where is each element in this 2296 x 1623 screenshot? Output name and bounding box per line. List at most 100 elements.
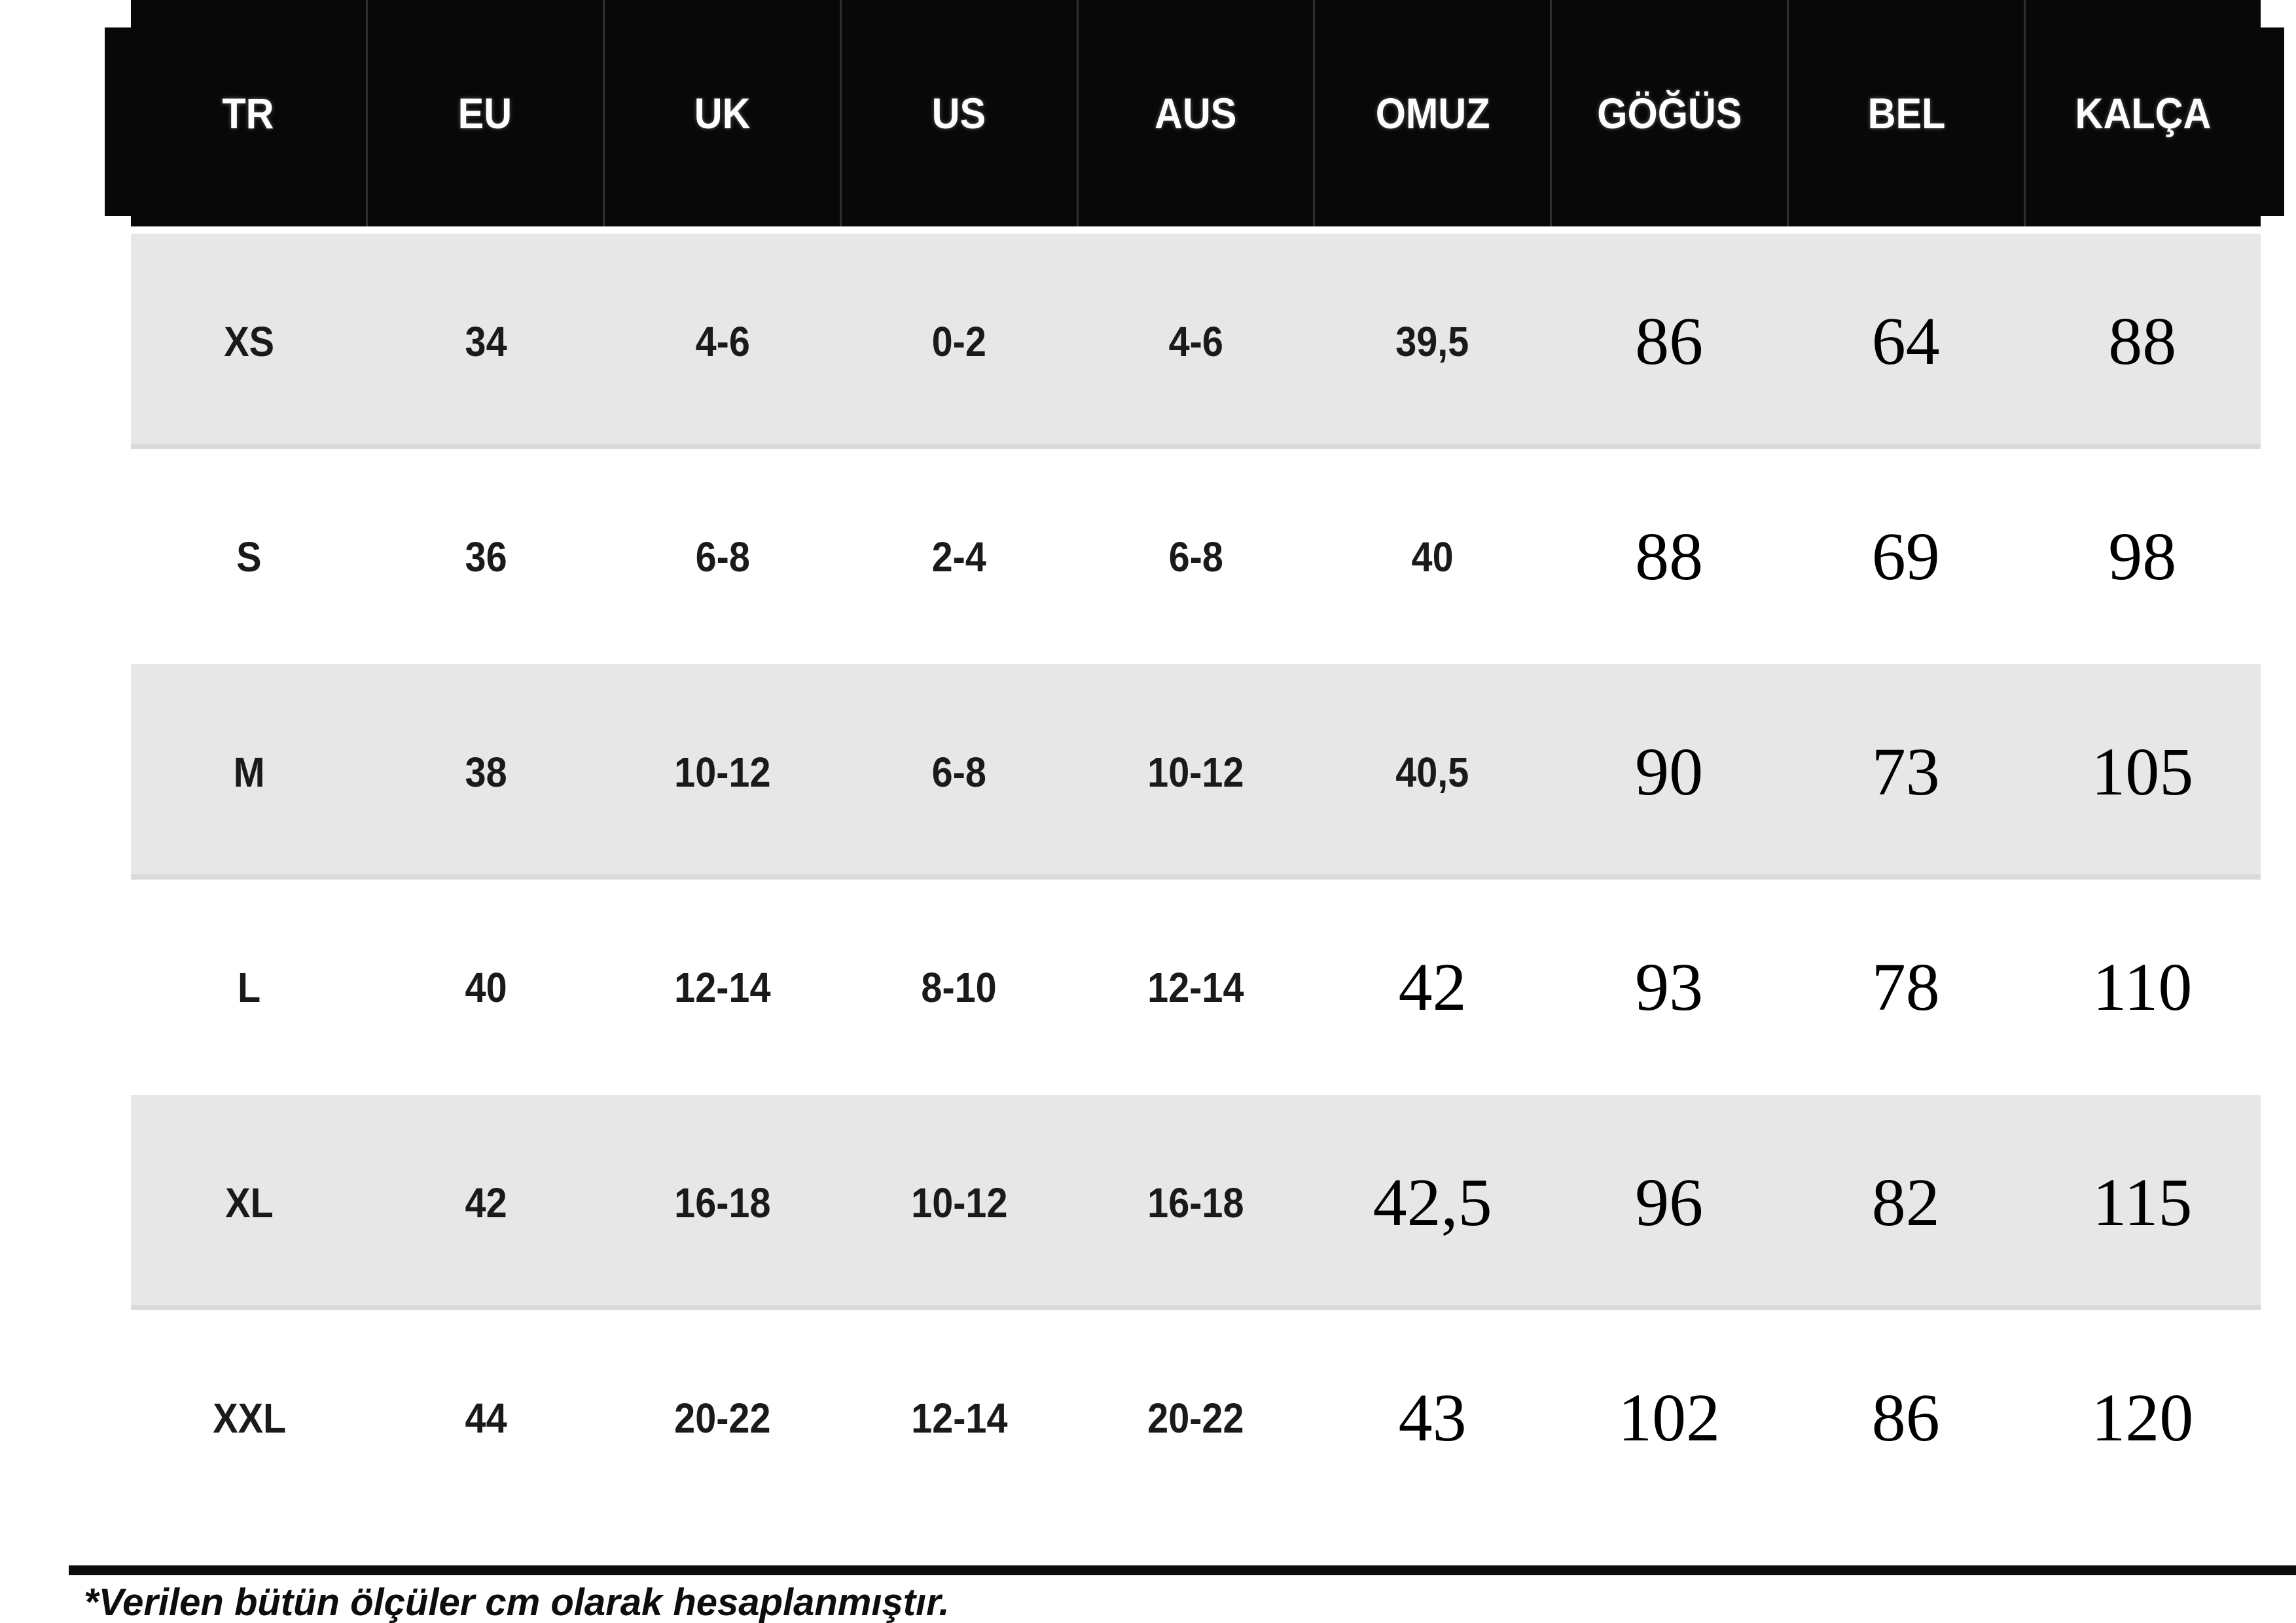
table-row-xs: XS 34 4-6 0-2 4-6 39,5 86 64 88 [131,234,2261,449]
cell-value: 0-2 [931,317,987,365]
table-cell-eu: 34 [368,234,605,449]
table-cell-gogus: 96 [1551,1095,1787,1310]
table-cell-gogus: 90 [1551,664,1787,880]
cell-value: 12-14 [1147,963,1244,1011]
header-cell-tr: TR [131,0,366,226]
table-cell-omuz: 39,5 [1314,234,1551,449]
cell-value: 38 [465,748,507,796]
table-cell-aus: 12-14 [1077,880,1314,1095]
table-cell-tr: S [131,449,368,664]
table-cell-kalca: 115 [2024,1095,2261,1310]
table-cell-bel: 82 [1787,1095,2024,1310]
table-cell-uk: 10-12 [604,664,841,880]
cell-value: 20-22 [1147,1394,1244,1442]
table-cell-uk: 4-6 [604,234,841,449]
cell-value: 4-6 [695,317,750,365]
header-cell-us: US [839,0,1077,226]
cell-value: 16-18 [1147,1179,1244,1226]
cell-value: 73 [1871,734,1940,810]
table-cell-bel: 64 [1787,234,2024,449]
cell-value: 42,5 [1372,1165,1492,1240]
table-cell-eu: 36 [368,449,605,664]
table-cell-us: 2-4 [841,449,1078,664]
table-cell-gogus: 93 [1551,880,1787,1095]
table-cell-kalca: 110 [2024,880,2261,1095]
header-label: TR [222,89,275,137]
table-header-row: TR EU UK US AUS OMUZ GÖĞÜS BEL KALÇA [131,0,2261,226]
table-cell-bel: 86 [1787,1310,2024,1525]
cell-value: L [238,963,261,1011]
table-cell-eu: 38 [368,664,605,880]
cell-value: 6-8 [695,533,750,580]
table-cell-aus: 16-18 [1077,1095,1314,1310]
cell-value: 110 [2092,950,2193,1025]
cell-value: 16-18 [674,1179,771,1226]
table-cell-aus: 10-12 [1077,664,1314,880]
table-cell-kalca: 88 [2024,234,2261,449]
table-cell-us: 6-8 [841,664,1078,880]
table-cell-aus: 20-22 [1077,1310,1314,1525]
table-row-l: L 40 12-14 8-10 12-14 42 93 78 110 [131,880,2261,1095]
cell-value: 96 [1635,1165,1704,1240]
cell-value: 10-12 [674,748,771,796]
table-cell-omuz: 43 [1314,1310,1551,1525]
table-cell-kalca: 120 [2024,1310,2261,1525]
cell-value: 40 [1411,533,1454,580]
table-cell-kalca: 98 [2024,449,2261,664]
cell-value: 12-14 [910,1394,1008,1442]
header-label: EU [458,89,512,137]
header-cell-bel: BEL [1787,0,2024,226]
header-label: US [931,89,986,137]
table-row-xl: XL 42 16-18 10-12 16-18 42,5 96 82 115 [131,1095,2261,1310]
table-cell-omuz: 42,5 [1314,1095,1551,1310]
cell-value: 90 [1635,734,1704,810]
table-cell-omuz: 40 [1314,449,1551,664]
cell-value: 82 [1871,1165,1940,1240]
cell-value: 2-4 [931,533,987,580]
table-cell-us: 8-10 [841,880,1078,1095]
cell-value: 42 [465,1179,507,1226]
cell-value: 102 [1618,1380,1721,1455]
table-cell-us: 10-12 [841,1095,1078,1310]
cell-value: 36 [465,533,507,580]
header-label: UK [694,89,751,137]
header-label: BEL [1867,89,1946,137]
footnote-divider [69,1565,2296,1575]
cell-value: 98 [2108,519,2177,594]
cell-value: 64 [1871,304,1940,379]
table-row-m: M 38 10-12 6-8 10-12 40,5 90 73 105 [131,664,2261,880]
table-cell-omuz: 40,5 [1314,664,1551,880]
header-label: AUS [1155,89,1237,137]
cell-value: 6-8 [931,748,987,796]
table-cell-eu: 44 [368,1310,605,1525]
header-cell-eu: EU [365,0,603,226]
table-row-xxl: XXL 44 20-22 12-14 20-22 43 102 86 120 [131,1310,2261,1525]
cell-value: 44 [465,1394,507,1442]
table-cell-tr: XL [131,1095,368,1310]
table-cell-bel: 78 [1787,880,2024,1095]
table-cell-bel: 69 [1787,449,2024,664]
table-cell-uk: 20-22 [604,1310,841,1525]
cell-value: 8-10 [921,963,997,1011]
cell-value: 120 [2091,1380,2194,1455]
table-cell-omuz: 42 [1314,880,1551,1095]
cell-value: 34 [465,317,507,365]
table-cell-uk: 16-18 [604,1095,841,1310]
table-cell-tr: XS [131,234,368,449]
table-cell-us: 12-14 [841,1310,1078,1525]
header-label: GÖĞÜS [1597,89,1742,137]
cell-value: M [233,748,265,796]
cell-value: 12-14 [674,963,771,1011]
cell-value: XL [224,1179,274,1226]
table-cell-us: 0-2 [841,234,1078,449]
cell-value: 69 [1871,519,1940,594]
cell-value: 39,5 [1395,317,1469,365]
cell-value: 105 [2091,734,2194,810]
table-cell-aus: 4-6 [1077,234,1314,449]
table-cell-uk: 12-14 [604,880,841,1095]
header-cell-gogus: GÖĞÜS [1550,0,1787,226]
cell-value: 6-8 [1168,533,1223,580]
footnote: *Verilen bütün ölçüler cm olarak hesapla… [84,1581,950,1623]
table-cell-gogus: 102 [1551,1310,1787,1525]
